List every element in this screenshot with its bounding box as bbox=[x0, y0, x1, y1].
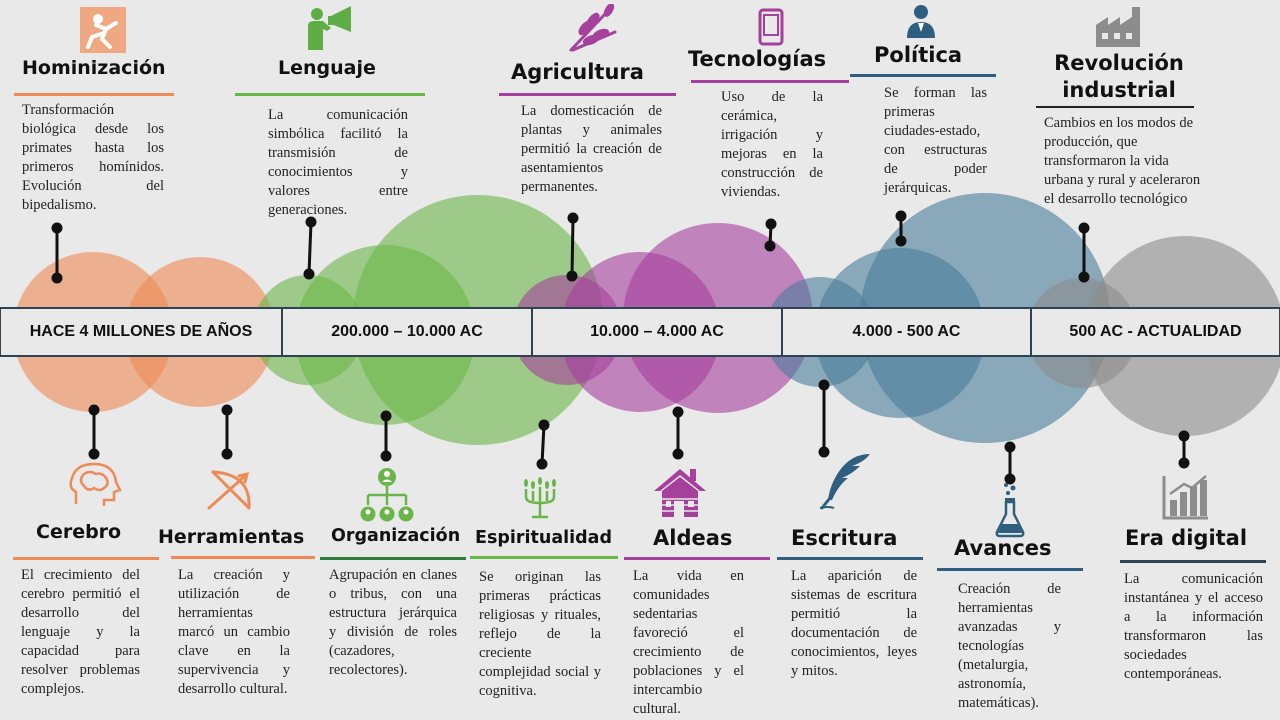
title-politica: Política bbox=[874, 43, 963, 67]
underline-revolucion-industrial bbox=[1036, 106, 1194, 108]
underline-politica bbox=[850, 74, 996, 77]
period-1: HACE 4 MILLONES DE AÑOS bbox=[29, 323, 253, 340]
desc-revolucion-industrial: Cambios en los modos de producción, que … bbox=[1044, 115, 1201, 207]
title-lenguaje: Lenguaje bbox=[278, 57, 376, 79]
bow-arrow-icon bbox=[207, 470, 251, 510]
desc-espiritualidad: Se originan las primeras prácticas relig… bbox=[479, 569, 601, 699]
desc-escritura: La aparición de sistemas de escritura pe… bbox=[791, 568, 917, 679]
leader-icon bbox=[907, 5, 935, 38]
underline-hominizacion bbox=[14, 93, 174, 96]
climbing-person-icon bbox=[80, 7, 126, 53]
period-3: 10.000 – 4.000 AC bbox=[590, 323, 724, 340]
title-aldeas: Aldeas bbox=[653, 526, 733, 550]
desc-era-digital: La comunicación instantánea y el acceso … bbox=[1124, 571, 1263, 682]
underline-escritura bbox=[777, 557, 923, 560]
underline-herramientas bbox=[171, 556, 315, 559]
desc-cerebro: El crecimiento del cerebro permitió el d… bbox=[21, 567, 140, 697]
title-cerebro: Cerebro bbox=[36, 521, 122, 543]
title-espiritualidad: Espiritualidad bbox=[475, 528, 613, 548]
phone-icon bbox=[758, 8, 784, 46]
growth-chart-icon bbox=[1162, 475, 1208, 520]
underline-tecnologias bbox=[691, 80, 849, 83]
period-4: 4.000 - 500 AC bbox=[852, 323, 961, 340]
underline-cerebro bbox=[13, 557, 159, 560]
period-2: 200.000 – 10.000 AC bbox=[331, 323, 483, 340]
title-hominizacion: Hominización bbox=[22, 57, 166, 79]
desc-organizacion: Agrupación en clanes o tribus, con una e… bbox=[329, 567, 457, 678]
period-band: HACE 4 MILLONES DE AÑOS 200.000 – 10.000… bbox=[0, 307, 1280, 357]
desc-lenguaje: La comunicación simbólica facilitó la tr… bbox=[268, 107, 408, 218]
underline-era-digital bbox=[1120, 560, 1266, 563]
brain-icon bbox=[69, 462, 122, 506]
flask-icon bbox=[995, 483, 1025, 538]
title-tecnologias: Tecnologías bbox=[688, 47, 827, 71]
underline-organizacion bbox=[320, 557, 466, 560]
desc-politica: Se forman las primeras ciudades-estado, … bbox=[884, 85, 987, 196]
title-herramientas: Herramientas bbox=[158, 526, 305, 548]
title-revolucion-industrial: Revolución industrial bbox=[1054, 51, 1184, 102]
underline-avances bbox=[937, 568, 1083, 571]
period-5: 500 AC - ACTUALIDAD bbox=[1069, 323, 1242, 340]
desc-aldeas: La vida en comunidades sedentarias favor… bbox=[633, 568, 744, 717]
title-era-digital: Era digital bbox=[1125, 526, 1248, 550]
title-agricultura: Agricultura bbox=[511, 60, 644, 84]
underline-lenguaje bbox=[235, 93, 425, 96]
underline-agricultura bbox=[499, 93, 676, 96]
factory-icon bbox=[1096, 7, 1140, 47]
desc-hominizacion: Transformación biológica desde los prima… bbox=[22, 102, 164, 213]
desc-tecnologias: Uso de la cerámica, irrigación y mejoras… bbox=[721, 89, 823, 200]
title-escritura: Escritura bbox=[791, 526, 898, 550]
org-chart-icon bbox=[360, 468, 414, 522]
megaphone-person-icon bbox=[308, 6, 351, 50]
underline-espiritualidad bbox=[470, 556, 618, 559]
wheat-icon bbox=[569, 4, 617, 52]
title-avances: Avances bbox=[954, 536, 1052, 560]
cabin-icon bbox=[654, 469, 706, 517]
candelabra-icon bbox=[524, 477, 556, 519]
desc-herramientas: La creación y utilización de herramienta… bbox=[178, 567, 290, 697]
quill-icon bbox=[819, 454, 870, 510]
period-band-frame bbox=[0, 307, 1280, 357]
desc-agricultura: La domesticación de plantas y animales p… bbox=[521, 103, 662, 195]
underline-aldeas bbox=[624, 557, 770, 560]
desc-avances: Creación de herramientas avanzadas y tec… bbox=[958, 581, 1061, 711]
title-organizacion: Organización bbox=[331, 526, 461, 546]
